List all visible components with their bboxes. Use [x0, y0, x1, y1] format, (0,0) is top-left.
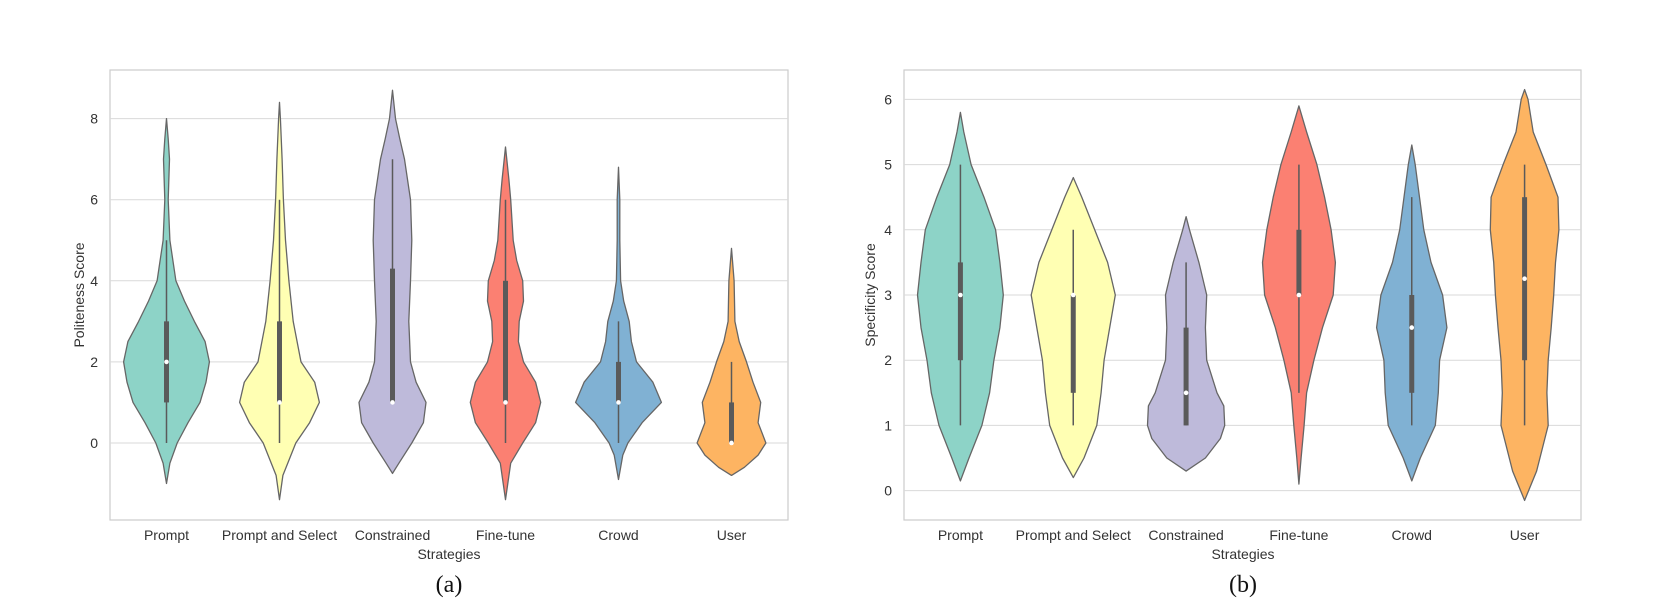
x-tick-label: Crowd: [598, 527, 638, 543]
y-tick-label: 8: [90, 111, 98, 127]
x-axis-label: Strategies: [1211, 546, 1274, 562]
y-axis-label: Specificity Score: [862, 243, 878, 347]
violin-median: [1296, 292, 1302, 298]
violin-iqr-box: [957, 262, 963, 361]
y-tick-label: 0: [884, 483, 892, 499]
y-tick-label: 2: [884, 352, 892, 368]
x-tick-label: Fine-tune: [1269, 527, 1328, 543]
y-tick-label: 4: [884, 222, 892, 238]
chart-specificity-panel: 0 1 2 3 4 5 6 Prompt Prompt and Select Constrain…: [862, 69, 1582, 598]
y-tick-label: 3: [884, 287, 892, 303]
x-tick-label: Constrained: [355, 527, 431, 543]
y-tick-labels: 0 2 4 6 8: [90, 111, 98, 451]
y-tick-label: 0: [90, 435, 98, 451]
violin-iqr-box: [616, 361, 621, 403]
violin-median: [503, 400, 508, 405]
y-axis-label: Politeness Score: [71, 242, 87, 347]
panel-caption: (a): [436, 572, 463, 598]
violin-median: [1522, 276, 1527, 281]
y-tick-labels: 0 1 2 3 4 5 6: [884, 91, 892, 498]
y-tick-label: 4: [90, 273, 98, 289]
violin-median: [616, 400, 621, 405]
x-tick-label: User: [717, 527, 747, 543]
y-gridlines: [904, 98, 1581, 492]
x-tick-label: Crowd: [1392, 527, 1432, 543]
x-tick-label: Prompt: [144, 527, 189, 543]
violin-group: [122, 89, 767, 501]
y-tick-label: 1: [884, 417, 892, 433]
violin-median: [390, 400, 395, 405]
panel-caption: (b): [1229, 572, 1257, 598]
x-tick-label: User: [1510, 527, 1540, 543]
violin-iqr-box: [1296, 229, 1302, 295]
violin-median: [277, 400, 282, 405]
violin-iqr-box: [390, 268, 395, 403]
y-tick-label: 6: [884, 91, 892, 107]
y-tick-label: 2: [90, 354, 98, 370]
violin-median: [1409, 325, 1415, 330]
chart-politeness-panel: 0 2 4 6 8 Prompt Prompt and Select Constrained…: [71, 69, 789, 598]
violin-median: [958, 292, 963, 298]
x-tick-label: Prompt: [938, 527, 983, 543]
violin-iqr-box: [729, 402, 734, 443]
x-axis-label: Strategies: [417, 546, 480, 562]
violin-median: [1070, 292, 1076, 298]
x-tick-label: Prompt and Select: [222, 527, 337, 543]
violin-iqr-box: [277, 321, 282, 403]
violin-iqr-box: [1409, 295, 1415, 393]
violin-median: [164, 359, 169, 365]
plot-area-frame: [109, 69, 789, 521]
x-tick-label: Prompt and Select: [1016, 527, 1131, 543]
y-tick-label: 6: [90, 192, 98, 208]
violin-iqr-box: [503, 280, 508, 403]
x-tick-labels: Prompt Prompt and Select Constrained Fine-t…: [144, 527, 747, 543]
violin-median: [1183, 390, 1189, 396]
x-tick-label: Fine-tune: [476, 527, 535, 543]
violin-group: [916, 88, 1560, 502]
y-tick-label: 5: [884, 157, 892, 173]
violin-median: [729, 440, 734, 446]
violin-iqr-box: [1183, 327, 1189, 426]
y-gridlines: [110, 118, 788, 444]
x-tick-label: Constrained: [1148, 527, 1224, 543]
violin-iqr-box: [1070, 295, 1076, 393]
x-tick-labels: Prompt Prompt and Select Constrained Fine-t…: [938, 527, 1540, 543]
